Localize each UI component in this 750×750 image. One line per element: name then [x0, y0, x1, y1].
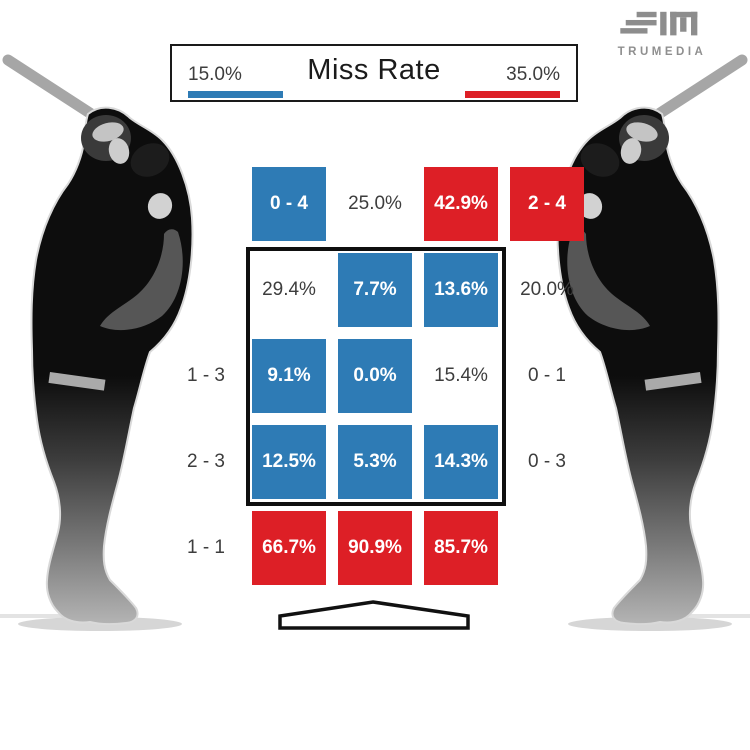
zone-cell: 42.9% [424, 167, 498, 241]
zone-cell: 0.0% [338, 339, 412, 413]
zone-cell: 7.7% [338, 253, 412, 327]
row-count-label: 2 - 3 [186, 451, 226, 472]
zone-cell: 0 - 4 [252, 167, 326, 241]
legend-high-color-swatch [465, 91, 560, 98]
zone-cell: 85.7% [424, 511, 498, 585]
strike-zone-outline [246, 247, 506, 506]
legend-high-value: 35.0% [506, 64, 560, 85]
zone-cell: 12.5% [252, 425, 326, 499]
batter-left-silhouette [0, 60, 193, 631]
trumedia-logo-icon [620, 11, 698, 36]
zone-cell: 0 - 3 [527, 451, 567, 472]
batter-right-silhouette [557, 60, 750, 631]
zone-cell: 66.7% [252, 511, 326, 585]
legend-low-color-swatch [188, 91, 283, 98]
zone-cell: 5.3% [338, 425, 412, 499]
zone-cell: 9.1% [252, 339, 326, 413]
brand-name: TRUMEDIA [617, 46, 707, 58]
legend: 15.0% Miss Rate 35.0% [170, 44, 578, 102]
legend-low-value: 15.0% [188, 64, 242, 85]
zone-cell: 0 - 1 [527, 365, 567, 386]
zone-cell: 14.3% [424, 425, 498, 499]
row-count-label: 1 - 3 [186, 365, 226, 386]
zone-cell: 25.0% [348, 193, 402, 214]
zone-cell: 2 - 4 [510, 167, 584, 241]
zone-cell: 13.6% [424, 253, 498, 327]
chart-title: Miss Rate [307, 54, 441, 86]
zone-cell: 20.0% [520, 279, 574, 300]
zone-cell: 90.9% [338, 511, 412, 585]
trumedia-logo: TRUMEDIA [600, 10, 724, 58]
zone-cell: 15.4% [434, 365, 488, 386]
zone-cell: 29.4% [262, 279, 316, 300]
row-count-label: 1 - 1 [186, 537, 226, 558]
home-plate [278, 600, 470, 630]
